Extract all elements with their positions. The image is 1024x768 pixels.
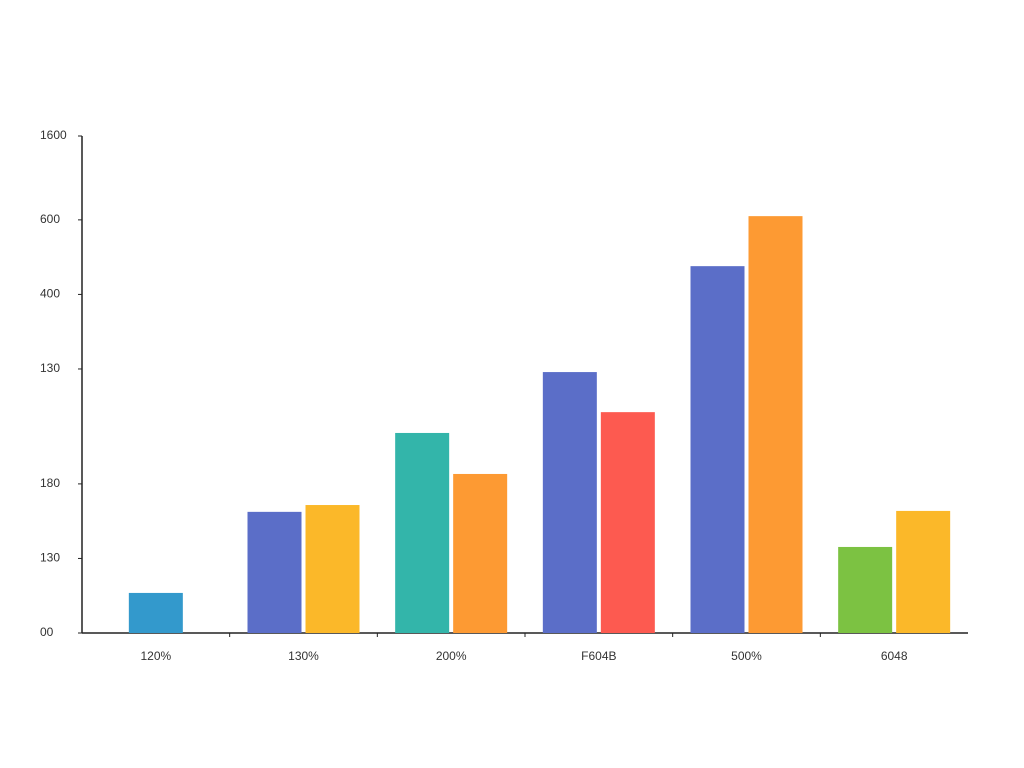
bar bbox=[690, 266, 745, 633]
bar bbox=[128, 592, 183, 633]
x-tick-label: 130% bbox=[288, 649, 319, 663]
bar bbox=[838, 546, 893, 633]
bar bbox=[542, 372, 597, 633]
x-tick-label: 500% bbox=[731, 649, 762, 663]
y-tick-label: 400 bbox=[40, 287, 60, 301]
y-tick-label: 130 bbox=[40, 551, 60, 565]
bar bbox=[395, 432, 450, 633]
y-tick-label: 1600 bbox=[40, 128, 67, 142]
y-tick-label: 600 bbox=[40, 212, 60, 226]
x-tick-label: 120% bbox=[140, 649, 171, 663]
bar bbox=[748, 216, 803, 634]
x-tick-label: 6048 bbox=[881, 649, 908, 663]
y-tick-label: 00 bbox=[40, 625, 54, 639]
y-tick-label: 180 bbox=[40, 476, 60, 490]
bar bbox=[305, 505, 360, 633]
y-tick-label: 130 bbox=[40, 361, 60, 375]
x-tick-label: 200% bbox=[436, 649, 467, 663]
bar bbox=[600, 412, 655, 633]
x-tick-label: F604B bbox=[581, 649, 616, 663]
bar bbox=[247, 511, 302, 633]
bar bbox=[896, 510, 951, 633]
bar bbox=[453, 473, 508, 633]
